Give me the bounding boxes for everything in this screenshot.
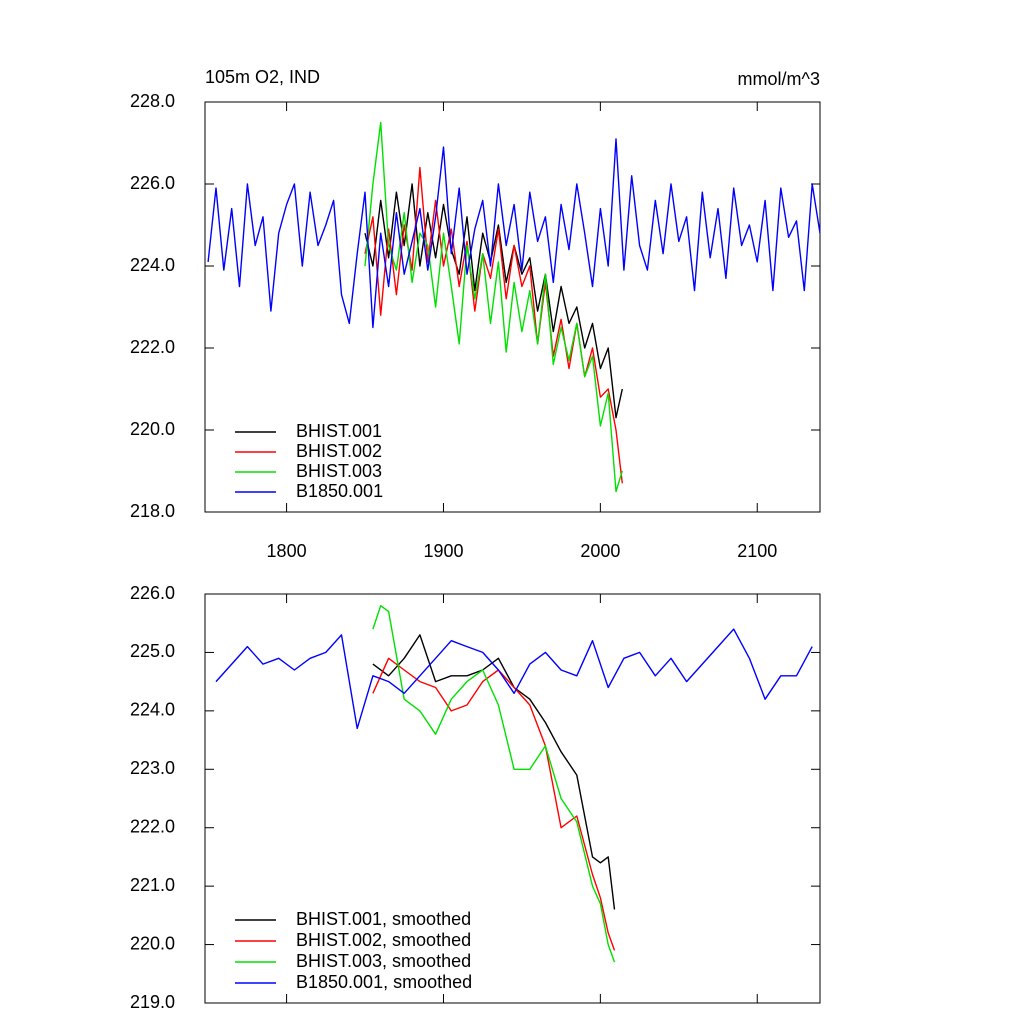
plot-frame [204,593,821,1004]
data-line [372,605,616,963]
legend-label: BHIST.003, smoothed [296,951,471,971]
y-tick-label: 223.0 [130,758,175,778]
y-tick-label: 224.0 [130,255,175,275]
data-line [215,628,813,730]
x-tick-label: 1800 [267,541,307,561]
y-tick-label: 226.0 [130,173,175,193]
y-tick-label: 224.0 [130,700,175,720]
legend-label: B1850.001 [296,481,383,501]
y-tick-label: 226.0 [130,583,175,603]
y-tick-label: 228.0 [130,91,175,111]
plot-frame [204,101,821,513]
legend-label: BHIST.002, smoothed [296,930,471,950]
x-tick-label: 2100 [737,541,777,561]
chart-title: 105m O2, IND [205,67,320,87]
y-tick-label: 220.0 [130,419,175,439]
y-tick-label: 219.0 [130,992,175,1012]
data-line [364,121,623,493]
units-label: mmol/m^3 [738,69,820,89]
y-tick-label: 225.0 [130,641,175,661]
legend-label: B1850.001, smoothed [296,972,472,992]
legend-label: BHIST.001 [296,421,382,441]
x-tick-label: 1900 [423,541,463,561]
data-line [207,138,821,329]
y-tick-label: 221.0 [130,875,175,895]
y-tick-label: 222.0 [130,816,175,836]
data-line [364,183,623,419]
legend-label: BHIST.002 [296,441,382,461]
data-line [372,634,616,910]
legend-label: BHIST.003 [296,461,382,481]
y-tick-label: 218.0 [130,501,175,521]
y-tick-label: 222.0 [130,337,175,357]
legend-label: BHIST.001, smoothed [296,909,471,929]
y-tick-label: 220.0 [130,933,175,953]
x-tick-label: 2000 [580,541,620,561]
